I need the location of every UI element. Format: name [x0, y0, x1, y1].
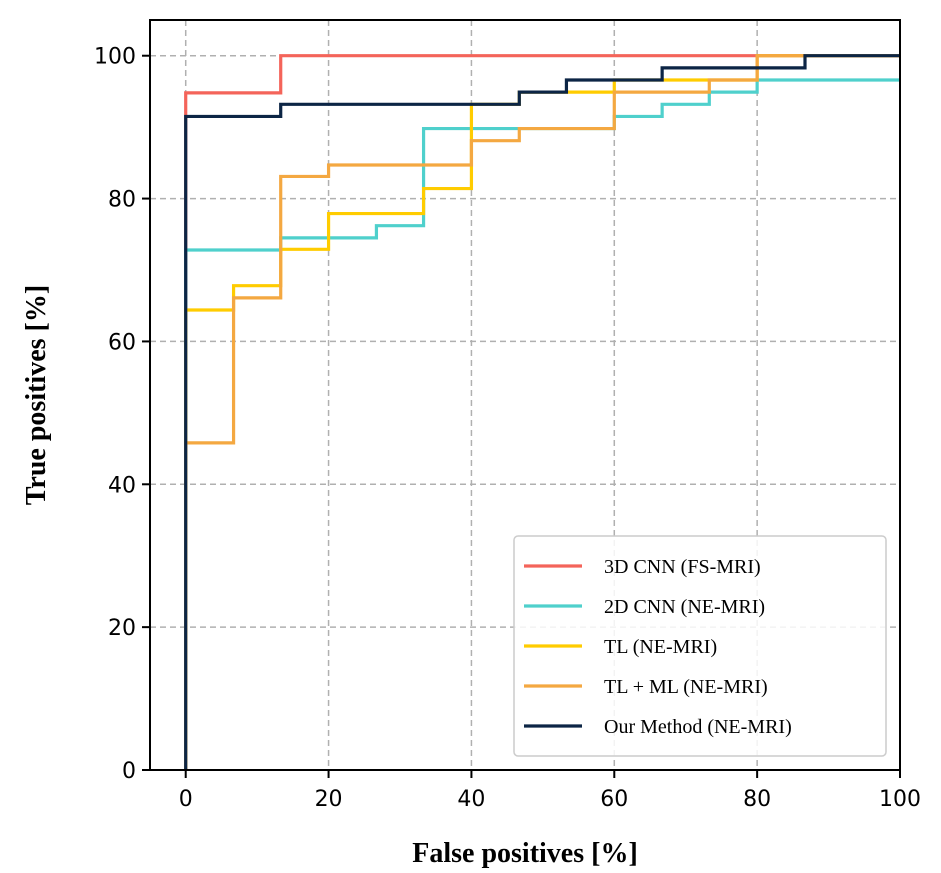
series-lines: [184, 54, 900, 770]
legend-label-5: Our Method (NE-MRI): [604, 716, 792, 738]
x-tick-label: 60: [600, 787, 628, 812]
y-tick-label: 0: [122, 759, 136, 784]
y-tick-label: 40: [108, 473, 136, 498]
legend: 3D CNN (FS-MRI) 2D CNN (NE-MRI) TL (NE-MRI…: [513, 535, 887, 757]
x-tick-label: 40: [457, 787, 485, 812]
legend-label-3: TL (NE-MRI): [604, 636, 717, 658]
plot-frame: [149, 19, 901, 771]
y-tick-label: 80: [108, 188, 136, 213]
x-tick-label: 80: [743, 787, 771, 812]
axis-ticks: 0 20 40 60 80 100 0 20 40 60 80 100: [94, 45, 921, 812]
x-tick-label: 0: [179, 787, 193, 812]
y-tick-label: 20: [108, 616, 136, 641]
y-tick-label: 60: [108, 330, 136, 355]
series-line-4: [184, 54, 900, 770]
legend-label-2: 2D CNN (NE-MRI): [604, 596, 765, 618]
x-axis-title: False positives [%]: [412, 838, 638, 869]
legend-box: [513, 535, 887, 757]
x-tick-label: 20: [315, 787, 343, 812]
x-tick-label: 100: [879, 787, 921, 812]
series-line-5: [184, 54, 900, 770]
legend-label-4: TL + ML (NE-MRI): [604, 676, 768, 698]
legend-label-1: 3D CNN (FS-MRI): [604, 556, 761, 578]
y-tick-label: 100: [94, 45, 136, 70]
y-axis-title: True positives [%]: [21, 285, 52, 505]
